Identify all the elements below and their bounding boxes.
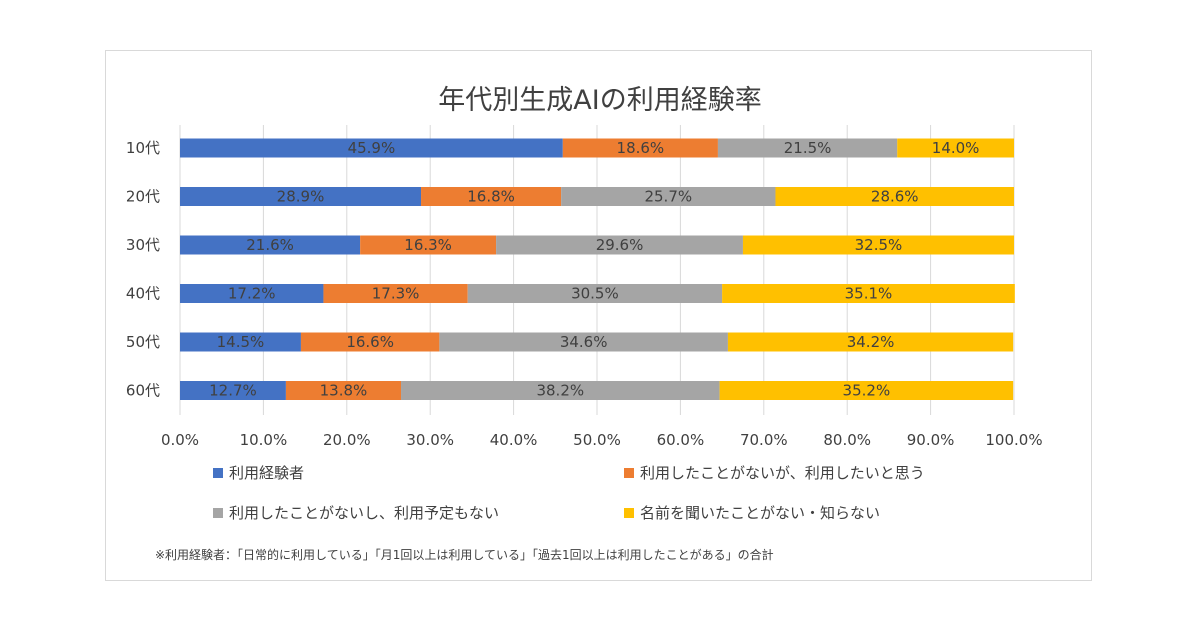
data-label: 34.6% bbox=[560, 333, 608, 351]
bar-segment bbox=[496, 235, 743, 255]
bar-segment bbox=[180, 381, 286, 400]
data-label: 34.2% bbox=[847, 333, 895, 351]
bar-segment bbox=[727, 332, 1014, 352]
legend-swatch-no-plan bbox=[213, 507, 223, 518]
bar-segment bbox=[467, 284, 723, 303]
data-label: 21.5% bbox=[784, 139, 832, 157]
bar-segment bbox=[285, 381, 402, 400]
bar-segment bbox=[180, 235, 361, 255]
bar-segment bbox=[421, 187, 562, 206]
x-tick-label: 10.0% bbox=[240, 431, 288, 449]
x-tick-label: 70.0% bbox=[740, 431, 788, 449]
legend-label: 名前を聞いたことがない・知らない bbox=[640, 504, 881, 522]
x-tick-label: 0.0% bbox=[161, 431, 199, 449]
legend-item-unknown: 名前を聞いたことがない・知らない bbox=[624, 502, 880, 523]
data-label: 18.6% bbox=[617, 139, 665, 157]
bar-segment bbox=[180, 332, 301, 352]
bar-segment bbox=[300, 332, 440, 352]
legend-swatch-experienced bbox=[213, 467, 223, 478]
data-label: 32.5% bbox=[855, 236, 903, 254]
x-tick-label: 80.0% bbox=[823, 431, 871, 449]
data-label: 21.6% bbox=[246, 236, 294, 254]
bar-segment bbox=[180, 138, 563, 158]
bar-segment bbox=[360, 235, 497, 255]
bar-segment bbox=[717, 138, 898, 158]
bar-segment bbox=[897, 138, 1014, 158]
legend-item-experienced: 利用経験者 bbox=[213, 462, 304, 483]
legend-label: 利用したことがないし、利用予定もない bbox=[229, 504, 500, 522]
x-tick-label: 90.0% bbox=[907, 431, 955, 449]
data-label: 28.6% bbox=[871, 188, 919, 206]
data-label: 13.8% bbox=[320, 382, 368, 400]
y-tick-label: 40代 bbox=[126, 285, 160, 303]
data-label: 16.6% bbox=[346, 333, 394, 351]
data-label: 25.7% bbox=[644, 188, 692, 206]
y-tick-label: 30代 bbox=[126, 236, 160, 254]
bar-segment bbox=[719, 381, 1014, 400]
bar-segment bbox=[562, 138, 718, 158]
bar-segment bbox=[561, 187, 776, 206]
bar-segment bbox=[323, 284, 468, 303]
data-label: 16.8% bbox=[467, 188, 515, 206]
x-tick-label: 20.0% bbox=[323, 431, 371, 449]
bar-segment bbox=[180, 284, 324, 303]
x-tick-label: 30.0% bbox=[406, 431, 454, 449]
y-tick-label: 50代 bbox=[126, 333, 160, 351]
data-label: 17.3% bbox=[372, 285, 420, 303]
data-label: 12.7% bbox=[209, 382, 257, 400]
y-tick-label: 60代 bbox=[126, 382, 160, 400]
data-label: 35.1% bbox=[845, 285, 893, 303]
bar-segment bbox=[775, 187, 1014, 206]
legend-label: 利用経験者 bbox=[229, 464, 305, 482]
data-label: 17.2% bbox=[228, 285, 276, 303]
data-label: 14.0% bbox=[932, 139, 980, 157]
bar-segment bbox=[722, 284, 1015, 303]
data-label: 35.2% bbox=[843, 382, 891, 400]
data-label: 16.3% bbox=[404, 236, 452, 254]
y-tick-label: 10代 bbox=[126, 139, 160, 157]
bar-segment bbox=[742, 235, 1014, 255]
bar-segment bbox=[439, 332, 728, 352]
footnote: ※利用経験者：「日常的に利用している」「月1回以上は利用している」「過去1回以上… bbox=[155, 548, 774, 562]
data-label: 14.5% bbox=[217, 333, 265, 351]
legend-item-want-to-use: 利用したことがないが、利用したいと思う bbox=[624, 462, 925, 483]
x-tick-label: 50.0% bbox=[573, 431, 621, 449]
x-tick-label: 40.0% bbox=[490, 431, 538, 449]
legend-item-no-plan: 利用したことがないし、利用予定もない bbox=[213, 502, 499, 523]
chart-title: 年代別生成AIの利用経験率 bbox=[438, 85, 762, 116]
legend-swatch-unknown bbox=[624, 507, 634, 518]
data-label: 28.9% bbox=[277, 188, 325, 206]
bar-segment bbox=[401, 381, 720, 400]
y-tick-label: 20代 bbox=[126, 188, 160, 206]
x-tick-label: 100.0% bbox=[985, 431, 1042, 449]
data-label: 30.5% bbox=[571, 285, 619, 303]
legend-swatch-want-to-use bbox=[624, 467, 634, 478]
legend-label: 利用したことがないが、利用したいと思う bbox=[640, 464, 925, 482]
x-tick-label: 60.0% bbox=[657, 431, 705, 449]
bar-segment bbox=[180, 187, 422, 206]
data-label: 45.9% bbox=[348, 139, 396, 157]
data-label: 29.6% bbox=[596, 236, 644, 254]
data-label: 38.2% bbox=[536, 382, 584, 400]
